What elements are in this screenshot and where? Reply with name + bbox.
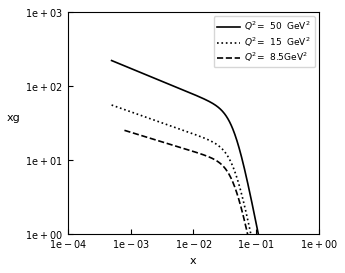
- $Q^2$=  8.5GeV$^2$: [219, 162, 223, 166]
- $Q^2$=  50  GeV$^2$: [230, 126, 235, 130]
- $Q^2$=  15  GeV$^2$: [129, 111, 134, 114]
- $Q^2$=  15  GeV$^2$: [164, 123, 168, 126]
- Line: $Q^2$=  15  GeV$^2$: $Q^2$= 15 GeV$^2$: [111, 105, 278, 273]
- $Q^2$=  8.5GeV$^2$: [234, 189, 238, 192]
- $Q^2$=  50  GeV$^2$: [229, 124, 234, 128]
- Line: $Q^2$=  50  GeV$^2$: $Q^2$= 50 GeV$^2$: [111, 61, 278, 273]
- $Q^2$=  15  GeV$^2$: [230, 164, 235, 167]
- $Q^2$=  50  GeV$^2$: [129, 67, 134, 70]
- $Q^2$=  50  GeV$^2$: [175, 86, 179, 89]
- $Q^2$=  8.5GeV$^2$: [183, 147, 187, 150]
- $Q^2$=  15  GeV$^2$: [109, 103, 114, 107]
- Legend: $Q^2$=  50  GeV$^2$, $Q^2$=  15  GeV$^2$, $Q^2$=  8.5GeV$^2$: $Q^2$= 50 GeV$^2$, $Q^2$= 15 GeV$^2$, $Q…: [214, 16, 315, 67]
- $Q^2$=  8.5GeV$^2$: [172, 144, 177, 147]
- $Q^2$=  8.5GeV$^2$: [233, 186, 237, 190]
- $Q^2$=  15  GeV$^2$: [229, 162, 234, 165]
- $Q^2$=  15  GeV$^2$: [214, 143, 218, 146]
- $Q^2$=  50  GeV$^2$: [109, 59, 114, 62]
- $Q^2$=  15  GeV$^2$: [175, 127, 179, 130]
- $Q^2$=  50  GeV$^2$: [164, 81, 168, 84]
- Y-axis label: xg: xg: [7, 113, 21, 123]
- $Q^2$=  50  GeV$^2$: [214, 104, 218, 107]
- $Q^2$=  8.5GeV$^2$: [141, 134, 145, 138]
- X-axis label: x: x: [190, 256, 197, 266]
- $Q^2$=  8.5GeV$^2$: [122, 129, 127, 132]
- Line: $Q^2$=  8.5GeV$^2$: $Q^2$= 8.5GeV$^2$: [125, 130, 278, 273]
